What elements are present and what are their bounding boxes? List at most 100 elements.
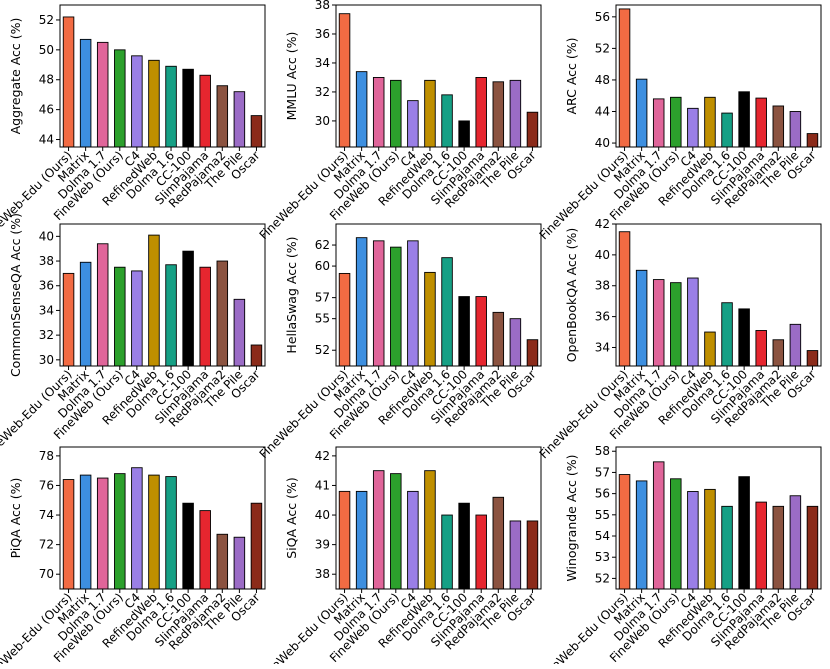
y-axis-label: PiQA Acc (%) [8,478,23,559]
y-tick-label-3: 41 [315,478,330,492]
y-tick-label-4: 52 [39,13,54,27]
bar-3 [390,246,402,367]
bar-7 [738,476,750,590]
bar-11 [250,502,263,590]
bar-0 [62,272,75,367]
bar-7 [738,91,750,148]
bar-1 [79,474,92,590]
bar-3 [114,473,126,590]
y-tick-label-0: 44 [39,133,54,147]
plot-frame [615,223,822,367]
y-tick-label-0: 40 [595,136,610,150]
bar-2 [652,461,665,590]
y-axis-label: OpenBookQA Acc (%) [564,228,579,363]
y-tick-label-6: 58 [595,444,610,458]
bar-11 [250,115,263,148]
bar-4 [131,467,143,590]
y-tick-label-0: 34 [595,340,610,354]
bar-0 [618,474,631,590]
bar-5 [148,234,160,367]
bar-10 [789,323,802,367]
bar-7 [182,68,194,148]
bar-0 [62,479,75,590]
bar-1 [79,261,92,367]
bar-5 [704,96,716,148]
y-tick-label-4: 38 [39,254,54,268]
bar-2 [96,477,109,590]
bar-3 [390,473,402,590]
y-tick-label-4: 42 [595,217,610,231]
bar-9 [216,260,229,367]
y-tick-label-2: 38 [595,279,610,293]
bar-6 [165,264,177,367]
bar-1 [635,480,648,590]
bar-4 [407,490,419,590]
y-tick-label-3: 55 [595,508,610,522]
bar-10 [509,520,522,590]
bar-4 [407,240,419,367]
y-tick-label-3: 40 [595,248,610,262]
y-tick-label-0: 30 [39,353,54,367]
y-tick-label-3: 36 [315,27,330,41]
y-tick-label-3: 52 [595,41,610,55]
bar-8 [475,296,487,367]
y-axis-label: ARC Acc (%) [564,38,579,115]
bar-7 [182,502,194,590]
y-tick-label-2: 34 [39,303,54,317]
bar-4 [407,100,419,148]
bar-7 [182,250,194,367]
bar-11 [526,111,539,148]
y-tick-label-0: 52 [595,571,610,585]
bar-3 [670,478,682,590]
bar-3 [670,96,682,148]
y-tick-label-0: 38 [315,567,330,581]
plot-frame [335,4,542,148]
y-tick-label-1: 53 [595,550,610,564]
bar-2 [372,470,385,590]
y-tick-label-1: 44 [595,105,610,119]
y-tick-label-4: 56 [595,487,610,501]
bar-11 [250,344,263,367]
bar-5 [148,59,160,148]
bar-7 [458,120,470,148]
bar-10 [233,536,246,590]
bar-7 [738,308,750,367]
y-tick-label-4: 42 [315,449,330,463]
y-tick-label-2: 57 [315,291,330,305]
y-axis-label: Winogrande Acc (%) [564,454,579,581]
y-tick-label-5: 40 [39,229,54,243]
bar-8 [199,74,211,148]
bar-3 [390,79,402,148]
bar-10 [233,298,246,367]
y-tick-label-1: 32 [39,328,54,342]
y-tick-label-3: 36 [39,279,54,293]
y-tick-label-1: 55 [315,312,330,326]
y-tick-label-3: 76 [39,478,54,492]
plot-frame [615,4,822,148]
y-tick-label-1: 32 [315,85,330,99]
bar-2 [96,41,109,148]
bar-3 [670,282,682,367]
bar-1 [635,78,648,148]
bar-6 [441,514,453,590]
bar-10 [509,318,522,367]
y-tick-label-2: 40 [315,508,330,522]
bar-0 [338,13,351,148]
bar-9 [492,496,505,590]
y-axis-label: CommonSenseQA Acc (%) [8,213,23,377]
bar-1 [635,269,648,367]
bar-9 [216,533,229,590]
bar-5 [704,331,716,367]
y-tick-label-1: 72 [39,538,54,552]
bar-2 [652,98,665,148]
bar-9 [216,85,229,148]
bar-4 [687,107,699,148]
plot-frame [59,446,266,590]
bar-4 [687,277,699,367]
